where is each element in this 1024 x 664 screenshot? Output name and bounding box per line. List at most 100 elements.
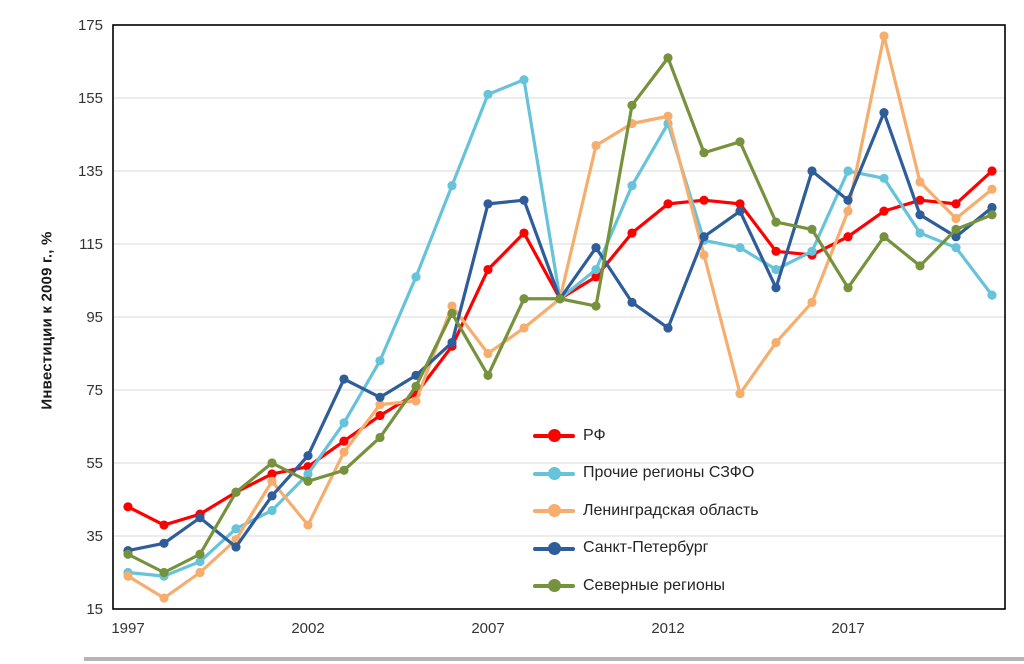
data-point-s4-2006 xyxy=(447,308,457,318)
data-point-s1-2000 xyxy=(231,524,241,534)
y-tick-label-115: 115 xyxy=(79,236,103,253)
data-point-s2-2015 xyxy=(771,337,781,348)
data-point-s1-2003 xyxy=(339,418,349,428)
x-tick-label-2012: 2012 xyxy=(651,620,684,637)
data-point-s2-2002 xyxy=(303,520,313,530)
x-tick-label-2002: 2002 xyxy=(291,620,324,637)
data-point-s4-2020 xyxy=(951,224,961,234)
data-point-s0-2008 xyxy=(519,228,529,238)
data-point-s3-2003 xyxy=(339,374,349,384)
data-point-s3-2016 xyxy=(807,166,817,176)
legend-item-4[interactable]: Северные регионы xyxy=(533,567,759,605)
data-point-s4-1999 xyxy=(195,549,205,559)
data-point-s0-2001 xyxy=(267,469,277,479)
x-tick-label-2007: 2007 xyxy=(471,620,504,637)
data-point-s4-2008 xyxy=(519,294,529,304)
legend-label: Санкт-Петербург xyxy=(583,539,709,557)
data-point-s3-2004 xyxy=(375,392,385,402)
data-point-s4-2000 xyxy=(231,487,241,497)
data-point-s3-2008 xyxy=(519,195,529,205)
data-point-s1-2010 xyxy=(591,264,601,275)
data-point-s1-2015 xyxy=(771,264,781,275)
data-point-s4-2018 xyxy=(879,232,889,242)
data-point-s2-2007 xyxy=(483,348,493,359)
data-point-s4-2015 xyxy=(771,217,781,227)
data-point-s0-2010 xyxy=(591,272,601,282)
data-point-s3-2001 xyxy=(267,491,277,501)
data-point-s3-2014 xyxy=(735,206,745,216)
data-point-s1-2007 xyxy=(483,89,493,99)
data-point-s2-2005 xyxy=(411,396,421,406)
data-point-s3-2000 xyxy=(231,542,241,552)
plot-border xyxy=(112,24,1006,610)
legend-item-3[interactable]: Санкт-Петербург xyxy=(533,530,759,568)
data-point-s4-2002 xyxy=(303,476,313,486)
data-point-s0-2015 xyxy=(771,246,781,256)
data-point-s4-2011 xyxy=(627,100,637,110)
data-point-s1-2005 xyxy=(411,272,421,282)
data-point-s1-2011 xyxy=(627,181,637,191)
data-point-s3-2012 xyxy=(663,323,673,333)
data-point-s4-2005 xyxy=(411,381,421,391)
legend-item-2[interactable]: Ленинградская область xyxy=(533,492,759,530)
data-point-s4-2016 xyxy=(807,224,817,234)
data-point-s2-2004 xyxy=(375,400,385,410)
data-point-s1-2019 xyxy=(915,228,925,238)
legend-dot xyxy=(548,541,561,555)
y-tick-label-75: 75 xyxy=(86,382,103,399)
y-axis-title-text: Инвестиции к 2009 г., % xyxy=(38,230,56,410)
legend-label: РФ xyxy=(583,426,606,444)
legend-dot xyxy=(548,504,561,518)
data-point-s2-2020 xyxy=(951,213,961,224)
data-point-s3-2013 xyxy=(699,232,709,242)
data-point-s1-2002 xyxy=(303,469,313,479)
legend-dot xyxy=(548,429,561,443)
data-point-s2-2001 xyxy=(267,476,277,486)
chart-legend: РФ Прочие регионы СЗФО Ленинградская облас… xyxy=(533,417,759,605)
x-tick-label-1997: 1997 xyxy=(111,620,144,637)
y-tick-label-135: 135 xyxy=(78,163,103,180)
data-point-s2-2003 xyxy=(339,447,349,457)
data-point-s1-2017 xyxy=(843,166,853,176)
legend-label: Ленинградская область xyxy=(583,501,759,519)
data-point-s3-2006 xyxy=(447,337,457,348)
legend-item-0[interactable]: РФ xyxy=(533,417,759,455)
data-point-s3-2018 xyxy=(879,108,889,118)
data-point-s2-2014 xyxy=(735,389,745,399)
y-tick-label-35: 35 xyxy=(86,528,103,545)
data-point-s0-2021 xyxy=(987,166,997,176)
data-point-s2-1997 xyxy=(123,571,133,581)
data-point-s4-2019 xyxy=(915,261,925,271)
data-point-s3-1998 xyxy=(159,538,169,548)
legend-marker-icon xyxy=(533,466,575,480)
data-point-s4-2013 xyxy=(699,148,709,158)
x-tick-label-2017: 2017 xyxy=(831,620,864,637)
data-point-s4-2007 xyxy=(483,370,493,380)
data-point-s4-2004 xyxy=(375,432,385,443)
data-point-s0-2012 xyxy=(663,199,673,209)
data-point-s2-1998 xyxy=(159,593,169,603)
y-tick-label-55: 55 xyxy=(86,455,103,472)
legend-label: Прочие регионы СЗФО xyxy=(583,464,755,482)
data-point-s4-2012 xyxy=(663,53,673,63)
data-point-s2-2010 xyxy=(591,140,601,151)
data-point-s1-2016 xyxy=(807,246,817,256)
legend-label: Северные регионы xyxy=(583,576,726,594)
data-point-s4-1998 xyxy=(159,567,169,578)
data-point-s4-2014 xyxy=(735,137,745,147)
data-point-s1-2021 xyxy=(987,290,997,300)
legend-item-1[interactable]: Прочие регионы СЗФО xyxy=(533,455,759,493)
data-point-s4-2017 xyxy=(843,283,853,293)
data-point-s3-2017 xyxy=(843,195,853,205)
y-tick-label-15: 15 xyxy=(86,601,103,618)
legend-marker-icon xyxy=(533,504,575,518)
data-point-s2-2006 xyxy=(447,301,457,311)
data-point-s0-2003 xyxy=(339,436,349,446)
data-point-s0-2007 xyxy=(483,264,493,275)
data-point-s0-1998 xyxy=(159,520,169,530)
data-point-s3-2020 xyxy=(951,232,961,242)
data-point-s0-2013 xyxy=(699,195,709,205)
y-axis-title: Инвестиции к 2009 г., % xyxy=(30,0,64,640)
data-point-s3-2011 xyxy=(627,297,637,307)
data-point-s2-2017 xyxy=(843,206,853,216)
